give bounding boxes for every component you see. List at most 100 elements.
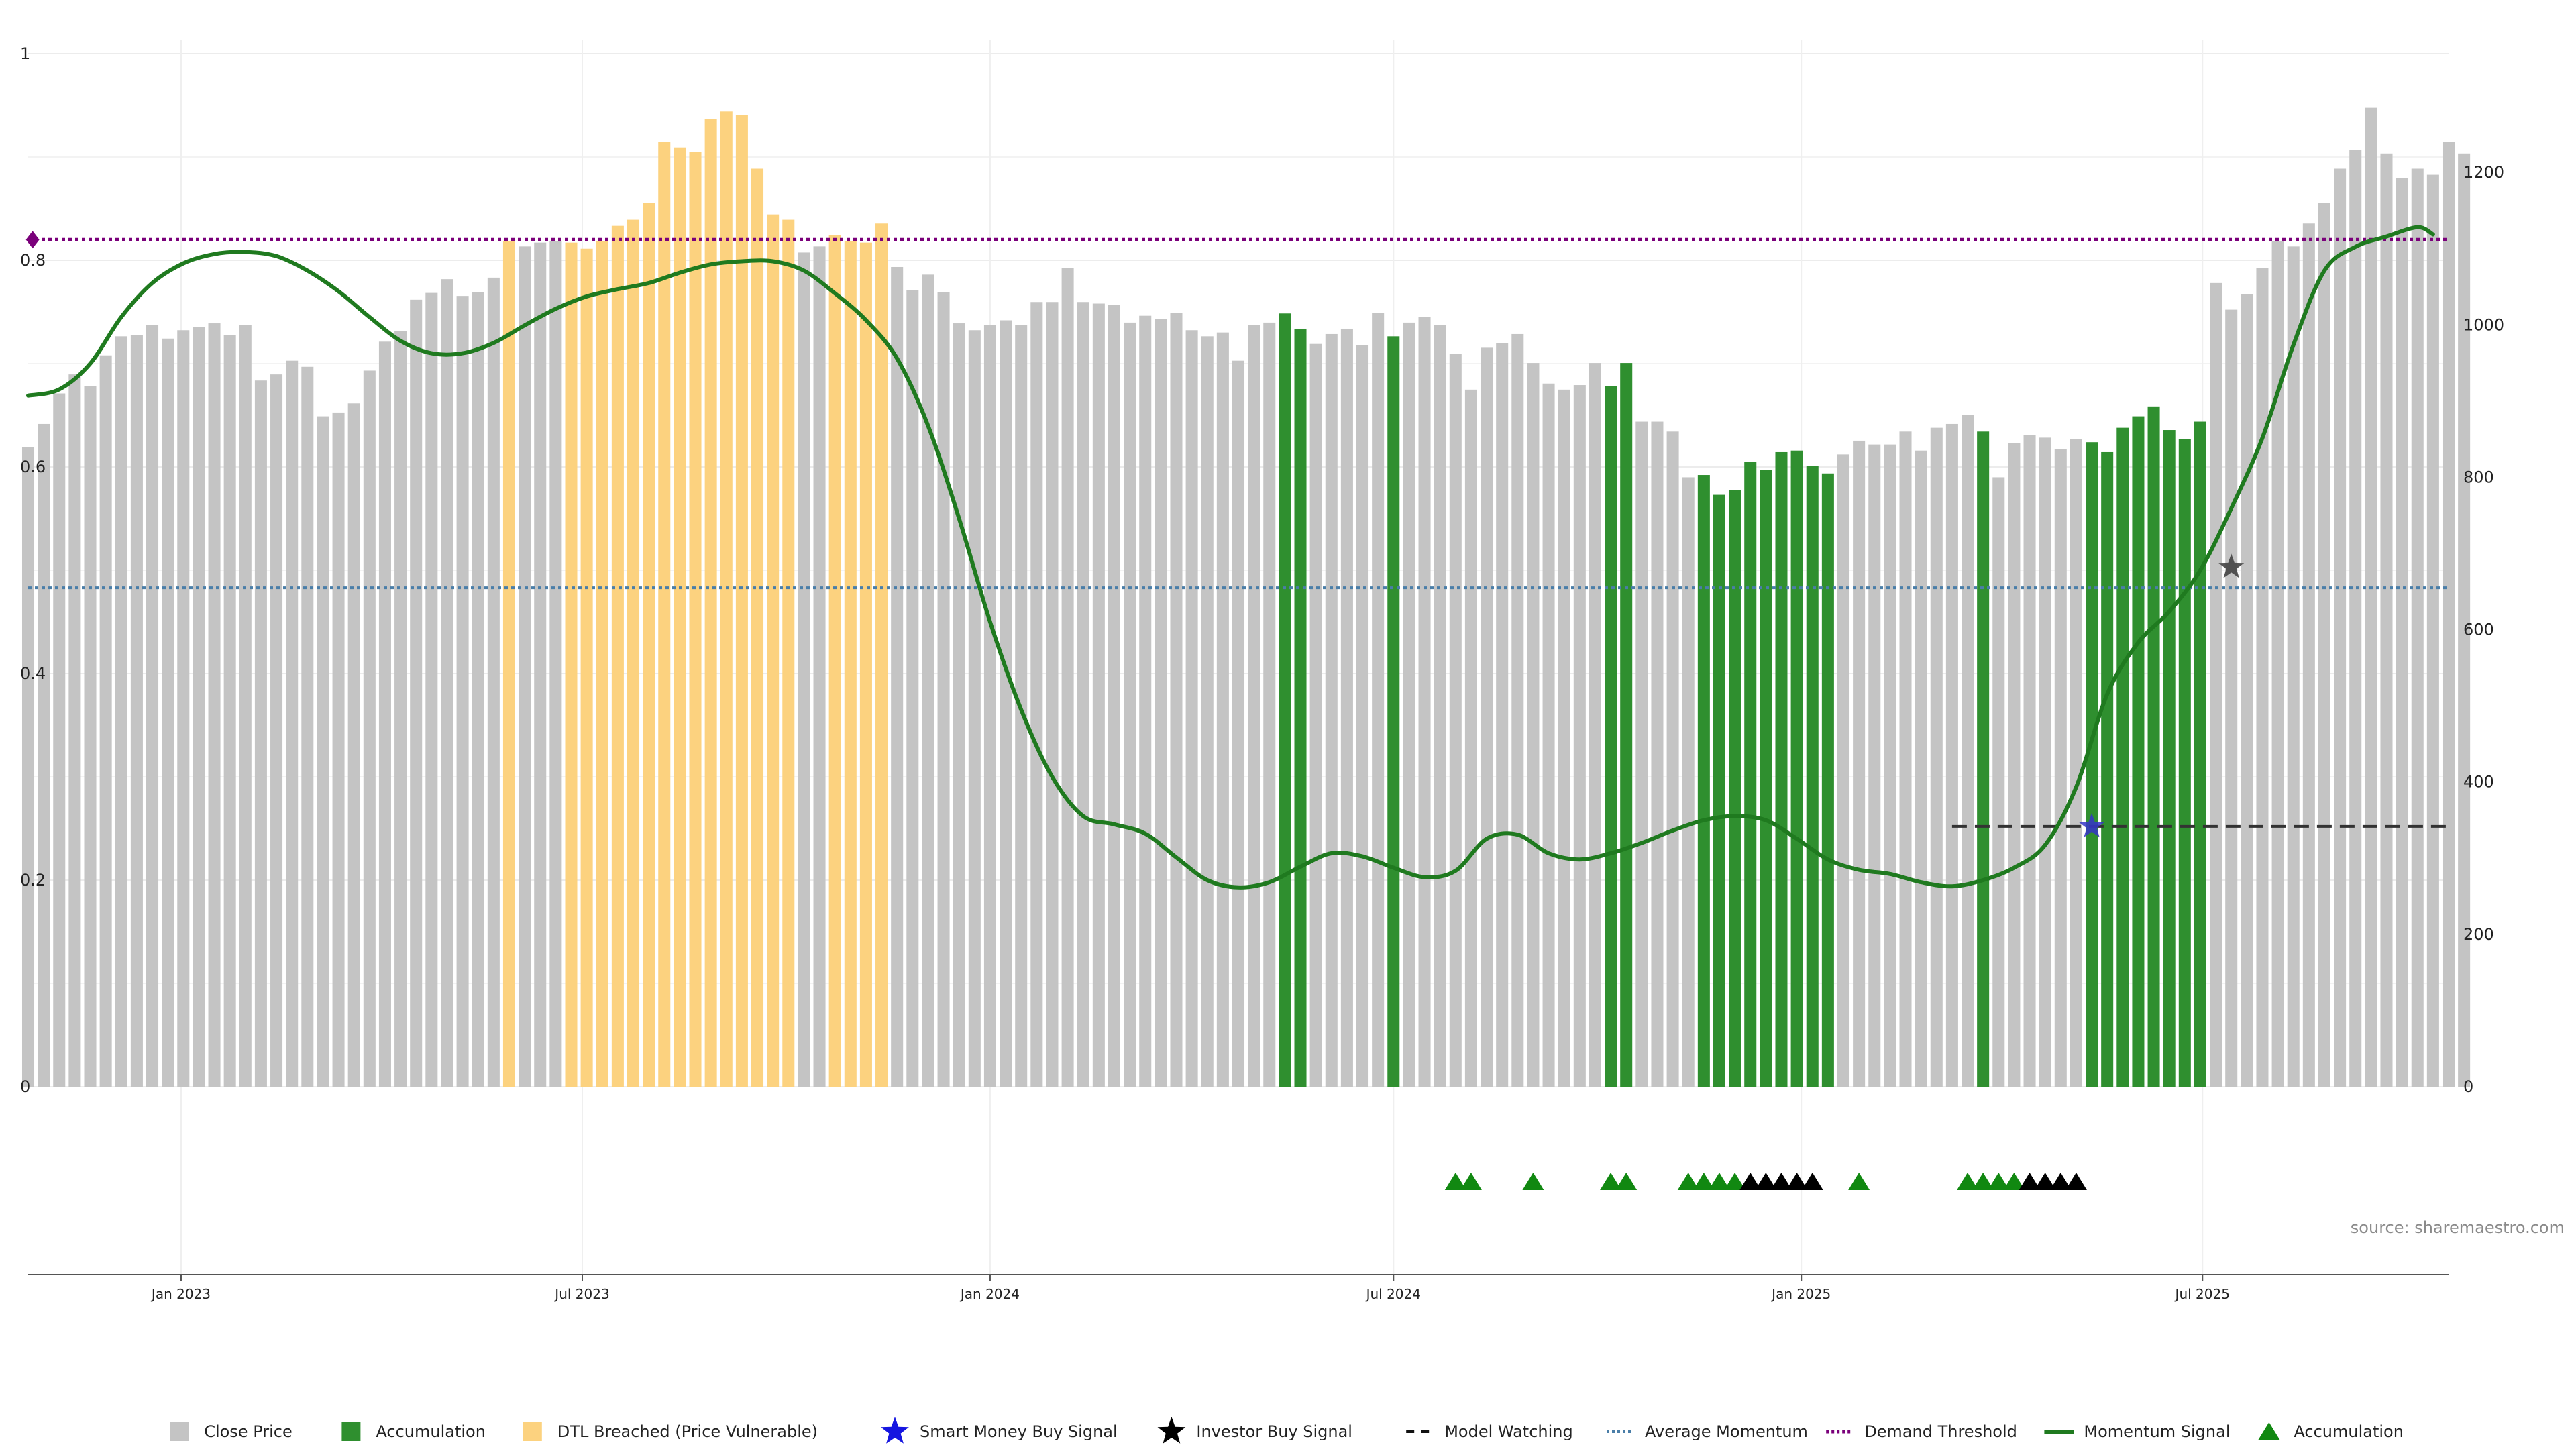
bar-close-price (193, 327, 205, 1087)
legend-label: Accumulation (2294, 1422, 2404, 1441)
bar-dtl-breached (611, 225, 624, 1087)
bar-dtl-breached (674, 147, 686, 1087)
bar-close-price (394, 331, 407, 1087)
accumulation-marker-black (1755, 1173, 1777, 1190)
bar-close-price (1635, 421, 1648, 1087)
bar-dtl-breached (859, 242, 872, 1087)
legend-item-marker-accumulation: Accumulation (2258, 1422, 2404, 1441)
bar-close-price (1124, 322, 1136, 1087)
bar-close-price (1155, 319, 1167, 1087)
legend-symbol (2258, 1422, 2280, 1440)
legend-label: Close Price (204, 1422, 292, 1441)
accumulation-marker (1988, 1173, 2010, 1190)
bar-close-price (1992, 477, 2005, 1087)
bar-accumulation (1697, 475, 1710, 1087)
right-axis-tick-label: 600 (2463, 621, 2494, 639)
bar-close-price (53, 393, 66, 1087)
bar-close-price (1651, 421, 1664, 1087)
bar-close-price (130, 335, 143, 1087)
legend-item-investor: Investor Buy Signal (1157, 1417, 1352, 1444)
legend-item-accumulation: Accumulation (341, 1422, 486, 1441)
legend-item-smart-money: Smart Money Buy Signal (881, 1417, 1118, 1444)
bar-dtl-breached (627, 219, 640, 1087)
bar-close-price (813, 246, 826, 1087)
bar-dtl-breached (704, 119, 717, 1087)
accumulation-marker (1972, 1173, 1994, 1190)
bar-close-price (2334, 168, 2347, 1087)
x-axis-tick-label: Jan 2024 (959, 1286, 1020, 1302)
left-axis-tick-label: 0.4 (20, 664, 46, 683)
bar-close-price (1899, 431, 1912, 1087)
bar-close-price (1418, 317, 1431, 1087)
bar-close-price (68, 374, 81, 1087)
x-axis-tick-label: Jul 2023 (553, 1286, 609, 1302)
momentum-signal-line (26, 225, 2435, 890)
bar-close-price (487, 277, 500, 1087)
bar-dtl-breached (596, 241, 608, 1087)
bar-dtl-breached (720, 111, 733, 1087)
bar-accumulation (2163, 430, 2176, 1087)
bar-accumulation (1294, 328, 1307, 1087)
bar-close-price (1853, 440, 1866, 1087)
bar-close-price (1434, 325, 1446, 1087)
bar-close-price (2349, 150, 2362, 1087)
source-label: source: sharemaestro.com (2351, 1218, 2565, 1237)
bar-close-price (1340, 328, 1353, 1087)
bar-close-price (441, 279, 453, 1087)
bar-close-price (2070, 439, 2082, 1087)
bar-close-price (1930, 427, 1943, 1087)
legend-symbol (881, 1417, 909, 1444)
x-axis: Jan 2023 Jul 2023 Jan 2024 Jul 2024 Jan 2025… (28, 1274, 2449, 1302)
legend-item-demand-threshold: Demand Threshold (1826, 1422, 2017, 1441)
accumulation-marker-black (2034, 1173, 2056, 1190)
legend-label: Momentum Signal (2084, 1422, 2230, 1441)
bar-close-price (301, 366, 314, 1087)
bar-close-price (968, 330, 981, 1087)
bar-close-price (2256, 268, 2269, 1087)
left-axis-tick-label: 0 (20, 1077, 30, 1096)
bar-close-price (1232, 360, 1245, 1087)
left-axis-tick-label: 0.6 (20, 458, 46, 476)
bar-close-price (2039, 437, 2051, 1087)
legend: Close Price Accumulation DTL Breached (Pri… (170, 1417, 2404, 1444)
left-axis-tick-label: 0.8 (20, 251, 46, 270)
legend-symbol (1157, 1417, 1186, 1444)
bar-close-price (2241, 294, 2253, 1087)
bar-close-price (472, 292, 484, 1087)
bar-accumulation (1775, 451, 1788, 1087)
bar-close-price (99, 355, 112, 1087)
bar-dtl-breached (502, 241, 515, 1087)
bar-close-price (2442, 142, 2455, 1087)
x-axis-tick-label: Jan 2025 (1770, 1286, 1831, 1302)
bar-close-price (1464, 389, 1477, 1087)
bar-dtl-breached (875, 223, 888, 1087)
bar-accumulation (1387, 336, 1400, 1087)
bar-close-price (2411, 168, 2424, 1087)
legend-item-average-momentum: Average Momentum (1607, 1422, 1808, 1441)
bar-close-price (1589, 363, 1601, 1087)
bar-close-price (1185, 330, 1198, 1087)
bar-close-price (891, 266, 904, 1087)
bar-close-price (363, 370, 376, 1087)
bar-accumulation (1760, 470, 1772, 1087)
bar-close-price (2054, 449, 2067, 1087)
bar-close-price (1263, 322, 1276, 1087)
bar-dtl-breached (689, 152, 702, 1087)
bar-accumulation (2178, 439, 2191, 1087)
accumulation-marker-black (2019, 1173, 2041, 1190)
bar-accumulation (2086, 442, 2098, 1087)
bar-close-price (1915, 450, 1927, 1087)
legend-item-dtl-breached: DTL Breached (Price Vulnerable) (523, 1422, 818, 1441)
bar-close-price (38, 423, 50, 1087)
accumulation-marker-black (1786, 1173, 1808, 1190)
right-axis-tick-label: 800 (2463, 468, 2494, 486)
bar-close-price (1527, 363, 1540, 1087)
left-axis-tick-label: 1 (20, 44, 30, 63)
bar-dtl-breached (658, 142, 671, 1087)
accumulation-marker (1724, 1173, 1746, 1190)
bar-accumulation (2132, 416, 2145, 1087)
left-axis-tick-label: 0.2 (20, 871, 46, 890)
bar-close-price (2023, 435, 2036, 1087)
bar-close-price (317, 416, 329, 1087)
